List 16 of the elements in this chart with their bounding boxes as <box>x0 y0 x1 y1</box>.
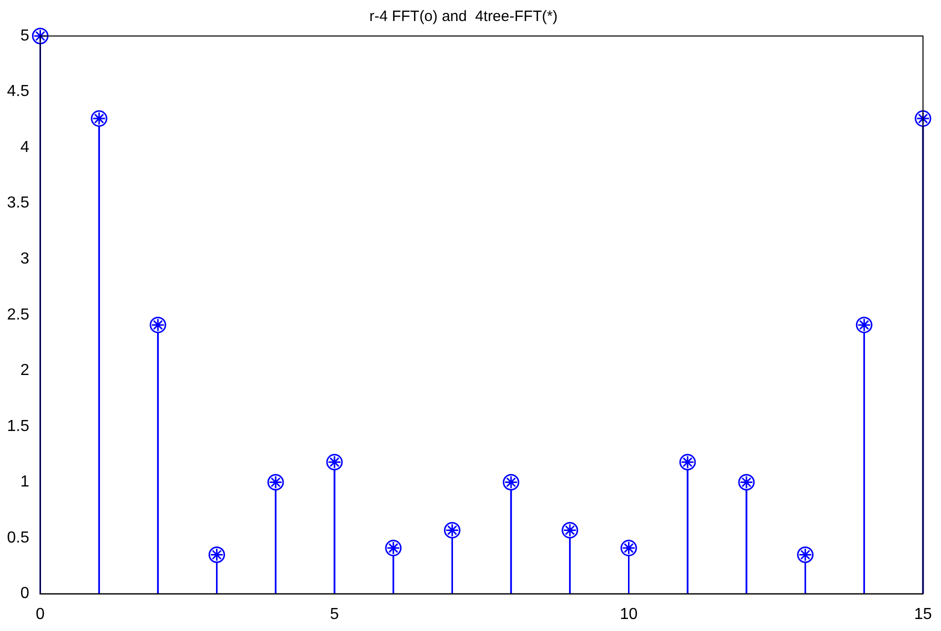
y-tick-label: 3.5 <box>6 194 30 212</box>
y-tick-label: 2 <box>20 362 30 380</box>
y-tick-label: 5 <box>20 27 30 44</box>
y-tick-label: 0 <box>20 585 30 602</box>
y-tick-label: 0.5 <box>6 529 30 546</box>
y-tick-label: 4 <box>20 138 30 156</box>
y-tick-label: 4.5 <box>6 83 30 100</box>
chart-title: r-4 FFT(o) and 4tree-FFT(*) <box>369 8 558 26</box>
y-tick-label: 1.5 <box>6 418 30 435</box>
x-tick-label: 5 <box>330 606 340 623</box>
y-tick-label: 2.5 <box>6 306 30 324</box>
x-tick-label: 10 <box>620 606 638 623</box>
y-tick-label: 1 <box>20 474 30 491</box>
x-tick-label: 15 <box>914 606 932 623</box>
x-tick-label: 0 <box>36 606 45 623</box>
y-tick-label: 3 <box>20 250 30 268</box>
